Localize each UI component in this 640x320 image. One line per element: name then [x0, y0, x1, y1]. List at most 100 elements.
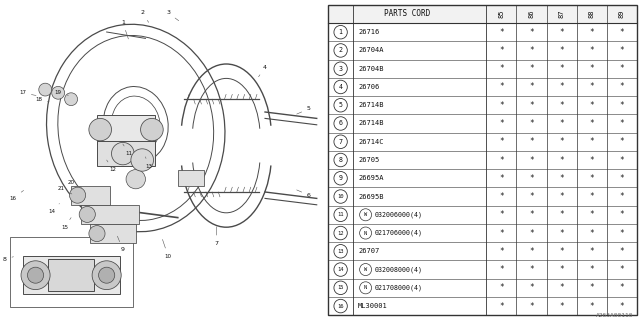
Text: *: * — [559, 301, 564, 311]
Text: 021708000(4): 021708000(4) — [375, 284, 423, 291]
Text: *: * — [559, 119, 564, 128]
Text: W: W — [364, 212, 367, 217]
Text: 15: 15 — [61, 218, 71, 230]
Text: 14: 14 — [48, 204, 60, 214]
Bar — [10, 237, 132, 307]
Text: *: * — [620, 101, 624, 110]
Text: *: * — [559, 192, 564, 201]
Text: 11: 11 — [123, 144, 132, 156]
Text: 26695B: 26695B — [358, 194, 383, 199]
Text: 26695A: 26695A — [358, 175, 383, 181]
Text: 11: 11 — [337, 212, 344, 217]
Text: *: * — [529, 265, 534, 274]
Text: *: * — [620, 46, 624, 55]
Text: *: * — [620, 83, 624, 92]
Circle shape — [79, 206, 95, 222]
Text: *: * — [499, 283, 504, 292]
Text: *: * — [589, 210, 594, 219]
Text: *: * — [559, 156, 564, 164]
Text: *: * — [589, 156, 594, 164]
Text: *: * — [529, 192, 534, 201]
Text: *: * — [589, 137, 594, 146]
Text: *: * — [499, 228, 504, 237]
Text: *: * — [529, 119, 534, 128]
Text: *: * — [499, 301, 504, 311]
Text: 4: 4 — [339, 84, 342, 90]
Text: *: * — [499, 28, 504, 37]
Text: *: * — [499, 101, 504, 110]
Text: 2: 2 — [339, 47, 342, 53]
Text: *: * — [499, 210, 504, 219]
Text: 1: 1 — [121, 20, 129, 39]
Text: *: * — [620, 283, 624, 292]
Text: 86: 86 — [529, 10, 534, 18]
Text: *: * — [529, 283, 534, 292]
Text: *: * — [589, 283, 594, 292]
Text: *: * — [620, 210, 624, 219]
Text: *: * — [559, 83, 564, 92]
Text: N: N — [364, 230, 367, 236]
Text: 8: 8 — [339, 157, 342, 163]
Text: 89: 89 — [619, 10, 625, 18]
Text: *: * — [559, 174, 564, 183]
Text: *: * — [620, 228, 624, 237]
Text: 85: 85 — [499, 10, 504, 18]
Text: *: * — [620, 192, 624, 201]
Circle shape — [89, 226, 105, 242]
Text: *: * — [589, 83, 594, 92]
Text: 26704B: 26704B — [358, 66, 383, 72]
Text: 26716: 26716 — [358, 29, 380, 35]
Text: PARTS CORD: PARTS CORD — [384, 9, 430, 19]
Circle shape — [131, 149, 154, 171]
Text: *: * — [589, 101, 594, 110]
Text: *: * — [499, 137, 504, 146]
Bar — [90, 224, 136, 243]
Text: 16: 16 — [337, 304, 344, 308]
Bar — [97, 115, 155, 144]
Text: *: * — [559, 64, 564, 73]
Text: A263A00110: A263A00110 — [596, 313, 634, 318]
Text: *: * — [589, 64, 594, 73]
Text: W: W — [364, 267, 367, 272]
Text: 26704A: 26704A — [358, 47, 383, 53]
Text: *: * — [529, 137, 534, 146]
Text: *: * — [499, 156, 504, 164]
Circle shape — [21, 261, 50, 290]
Circle shape — [39, 83, 52, 96]
Text: *: * — [559, 137, 564, 146]
Text: 18: 18 — [35, 97, 49, 102]
Bar — [49, 259, 93, 291]
Text: 26706: 26706 — [358, 84, 380, 90]
Text: *: * — [589, 119, 594, 128]
Text: *: * — [499, 83, 504, 92]
Text: 7: 7 — [339, 139, 342, 145]
Text: *: * — [620, 247, 624, 256]
Text: *: * — [529, 301, 534, 311]
Text: 5: 5 — [339, 102, 342, 108]
Bar — [328, 5, 637, 23]
Text: 3: 3 — [166, 10, 179, 21]
Text: 87: 87 — [559, 10, 564, 18]
Text: 6: 6 — [339, 121, 342, 126]
Text: *: * — [589, 265, 594, 274]
Text: 20: 20 — [68, 180, 81, 188]
Text: *: * — [529, 101, 534, 110]
Text: *: * — [529, 28, 534, 37]
Text: 15: 15 — [337, 285, 344, 290]
Text: 26714C: 26714C — [358, 139, 383, 145]
Text: *: * — [529, 46, 534, 55]
Text: *: * — [589, 174, 594, 183]
Text: 6: 6 — [297, 190, 311, 198]
Text: *: * — [559, 228, 564, 237]
Text: *: * — [559, 28, 564, 37]
Text: 9: 9 — [339, 175, 342, 181]
Text: 032008000(4): 032008000(4) — [375, 266, 423, 273]
Text: 4: 4 — [259, 65, 267, 77]
Text: *: * — [559, 46, 564, 55]
Text: *: * — [589, 228, 594, 237]
Text: *: * — [620, 156, 624, 164]
Text: *: * — [620, 174, 624, 183]
Text: *: * — [529, 228, 534, 237]
Text: *: * — [620, 28, 624, 37]
Text: *: * — [499, 119, 504, 128]
